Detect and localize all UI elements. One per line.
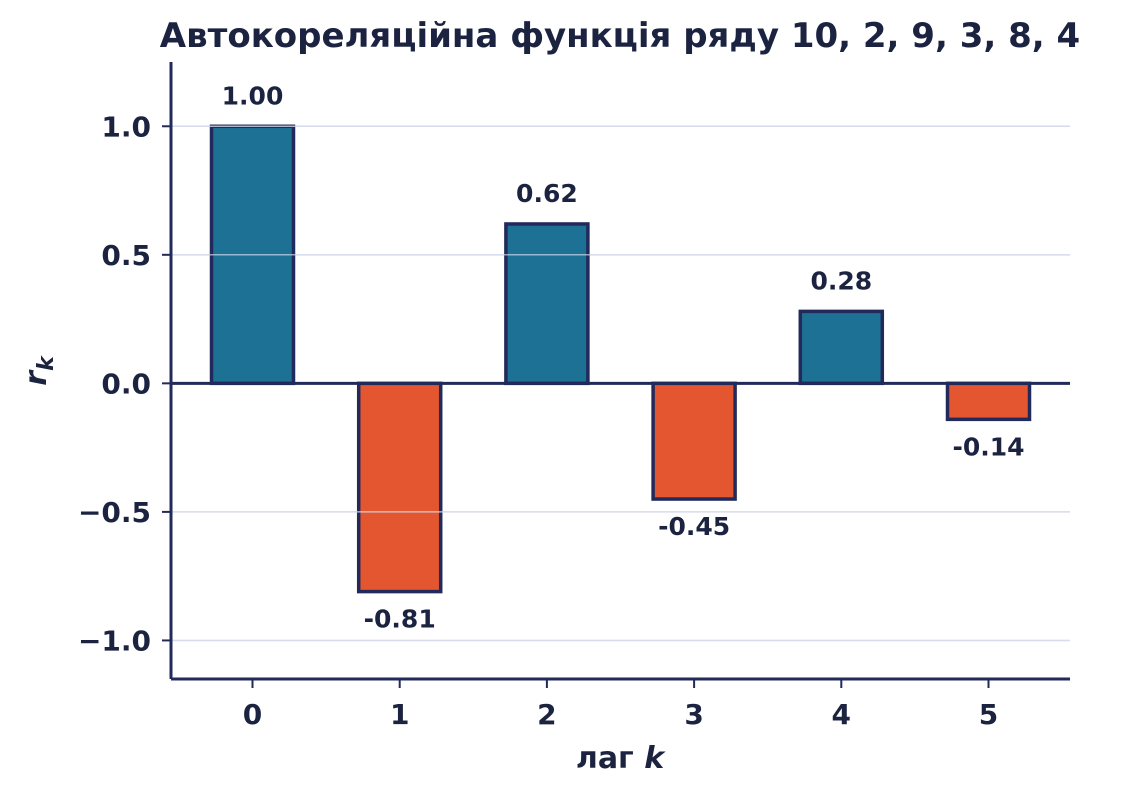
bars <box>171 124 1070 642</box>
y-tick-label: −0.5 <box>78 496 151 529</box>
data-label: -0.81 <box>364 605 436 634</box>
bar <box>651 381 737 501</box>
data-label: -0.45 <box>658 512 730 541</box>
data-label: 0.62 <box>516 179 578 208</box>
x-tick-label: 0 <box>243 698 262 731</box>
x-tick-label: 4 <box>832 698 851 731</box>
y-axis-label-symbol: r <box>19 369 54 386</box>
data-label: 1.00 <box>222 81 284 110</box>
bar <box>356 381 443 594</box>
x-axis-label-text: лаг <box>576 741 644 776</box>
x-tick-label: 3 <box>684 698 703 731</box>
y-axis-label: rk <box>19 355 59 386</box>
y-tick-label: 1.0 <box>101 110 151 143</box>
x-tick-label: 1 <box>390 698 409 731</box>
y-tick-label: −1.0 <box>78 624 151 657</box>
y-axis-label-subscript: k <box>34 355 59 371</box>
x-axis-label: лаг k <box>576 741 666 776</box>
data-labels: 1.00 -0.81 0.62 -0.45 0.28 -0.14 <box>222 81 1025 633</box>
x-tick-label: 2 <box>537 698 556 731</box>
bar <box>798 309 885 386</box>
y-tick-label: 0.5 <box>101 239 151 272</box>
data-label: 0.28 <box>810 266 872 295</box>
x-axis-ticks: 0 1 2 3 4 5 <box>243 679 998 731</box>
data-label: -0.14 <box>952 432 1024 461</box>
bar <box>945 381 1032 422</box>
x-axis-label-symbol: k <box>644 741 666 776</box>
chart-title: Автокореляційна функція ряду 10, 2, 9, 3… <box>160 16 1080 56</box>
x-tick-label: 5 <box>979 698 998 731</box>
bar <box>504 222 590 386</box>
y-tick-label: 0.0 <box>101 367 151 400</box>
y-axis-ticks: 1.0 0.5 0.0 −0.5 −1.0 <box>78 110 171 657</box>
